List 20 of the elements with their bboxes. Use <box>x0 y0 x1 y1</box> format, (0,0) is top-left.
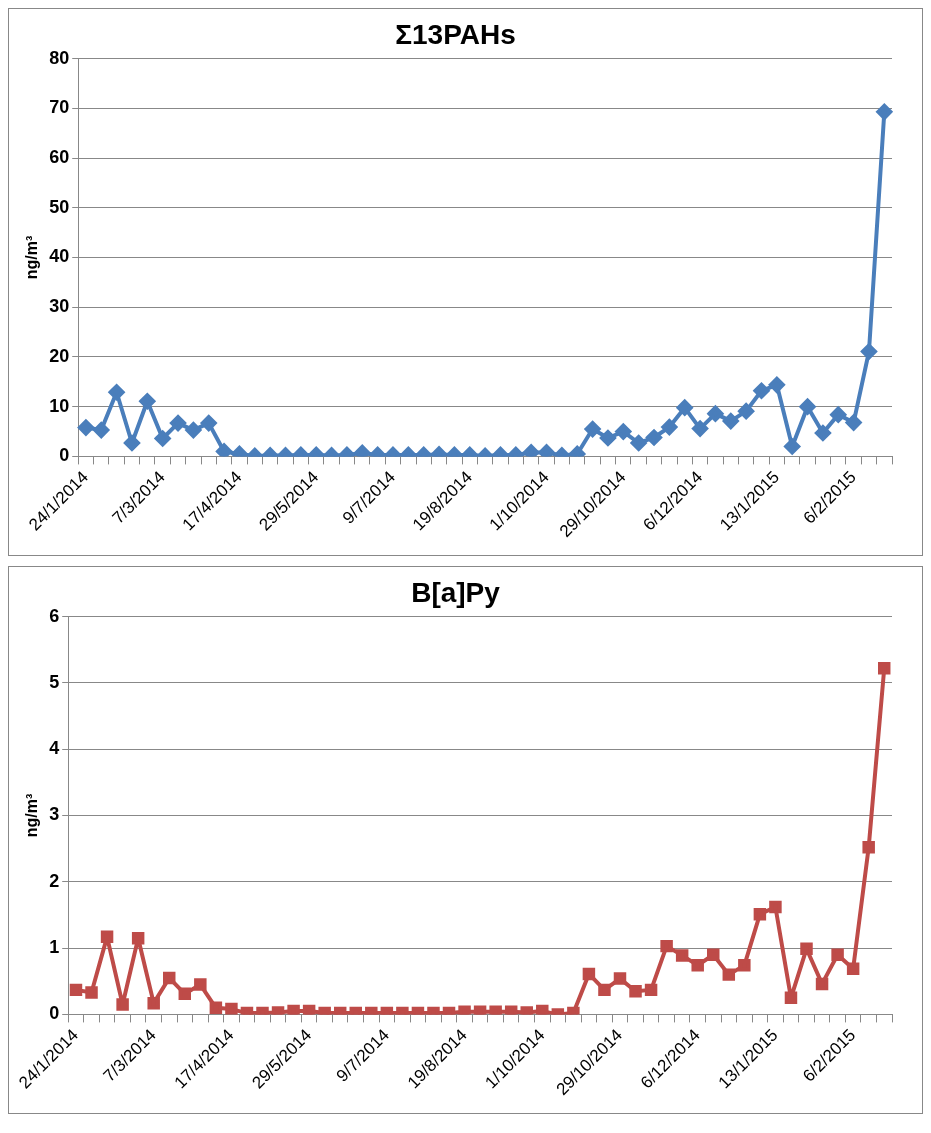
y-tick-label: 1 <box>49 937 60 958</box>
chart-title: B[a]Py <box>411 576 501 608</box>
y-tick-label: 20 <box>49 345 70 366</box>
y-tick-label: 5 <box>49 671 60 692</box>
y-tick-label: 2 <box>49 870 60 891</box>
y-tick-label: 60 <box>49 147 70 168</box>
chart-title: Σ13PAHs <box>395 18 516 50</box>
y-tick-label: 40 <box>49 246 70 267</box>
y-tick-label: 4 <box>49 738 60 759</box>
y-tick-label: 10 <box>49 395 70 416</box>
y-tick-label: 50 <box>49 196 70 217</box>
y-tick-label: 0 <box>59 445 70 466</box>
y-tick-label: 70 <box>49 97 70 118</box>
y-tick-label: 0 <box>49 1003 60 1024</box>
y-tick-label: 3 <box>49 804 60 825</box>
y-axis-title: ng/m³ <box>23 235 41 280</box>
y-axis-title: ng/m³ <box>23 793 41 838</box>
y-tick-label: 30 <box>49 296 70 317</box>
y-tick-label: 6 <box>49 605 60 626</box>
y-tick-label: 80 <box>49 47 70 68</box>
